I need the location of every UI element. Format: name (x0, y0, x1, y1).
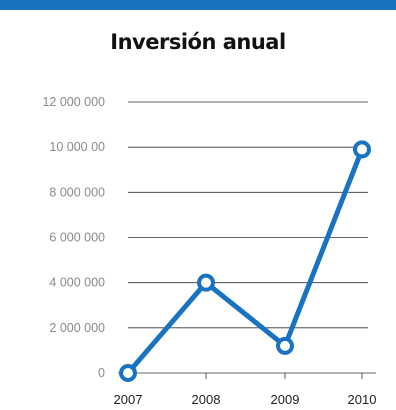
x-tick-labels: 2007 2008 2009 2010 (114, 392, 377, 407)
series-line-group (119, 140, 371, 382)
gridlines (128, 101, 368, 329)
chart-title: Inversión anual (110, 30, 286, 54)
y-tick-label: 0 (98, 366, 105, 380)
y-tick-label: 8 000 000 (49, 185, 105, 199)
y-tick-label: 4 000 000 (49, 276, 105, 290)
x-tick-label: 2010 (348, 392, 377, 407)
y-tick-label: 10 000 00 (49, 140, 105, 154)
x-axis (118, 372, 376, 379)
series-line (125, 146, 365, 376)
top-accent-bar (0, 0, 396, 10)
x-tick-label: 2009 (271, 392, 300, 407)
x-tick-label: 2008 (192, 392, 221, 407)
data-point (119, 364, 137, 382)
data-point (353, 140, 371, 159)
y-tick-label: 2 000 000 (49, 321, 105, 335)
data-point (197, 273, 215, 292)
y-tick-label: 6 000 000 (49, 231, 105, 245)
data-point (276, 336, 294, 355)
y-tick-label: 12 000 000 (42, 95, 105, 109)
y-tick-labels: 0 2 000 000 4 000 000 6 000 000 8 000 000 10 … (42, 95, 105, 380)
x-tick-label: 2007 (114, 392, 143, 407)
